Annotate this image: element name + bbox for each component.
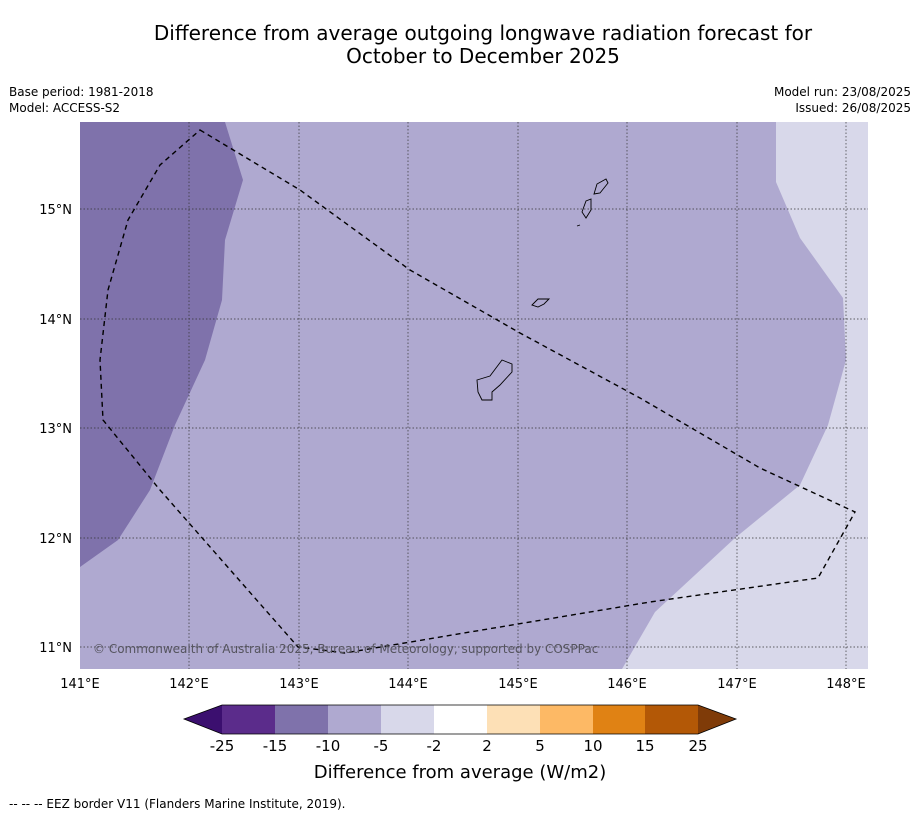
title-line-2: October to December 2025 xyxy=(346,44,620,68)
copyright-text: © Commonwealth of Australia 2025, Bureau… xyxy=(93,642,598,656)
guam-island xyxy=(476,359,513,401)
lon-tick-148e: 148°E xyxy=(826,677,866,692)
footnote: -- -- -- EEZ border V11 (Flanders Marine… xyxy=(9,797,346,811)
colorbar-tick: -2 xyxy=(427,737,442,755)
colorbar-tick: 5 xyxy=(535,737,545,755)
colorbar-tick: 2 xyxy=(482,737,492,755)
colorbar-tick: 10 xyxy=(583,737,602,755)
lat-tick-13n: 13°N xyxy=(39,422,72,437)
colorbar-segment xyxy=(381,705,434,734)
colorbar-segment xyxy=(593,705,645,734)
colorbar-tick: 25 xyxy=(688,737,707,755)
meta-right: Model run: 23/08/2025 Issued: 26/08/2025 xyxy=(774,84,911,116)
colorbar-tick: -15 xyxy=(263,737,288,755)
lon-tick-143e: 143°E xyxy=(279,677,319,692)
lat-tick-11n: 11°N xyxy=(39,641,72,656)
title-line-1: Difference from average outgoing longwav… xyxy=(153,21,813,45)
lat-axis: 15°N 14°N 13°N 12°N 11°N xyxy=(39,203,72,656)
lat-tick-12n: 12°N xyxy=(39,532,72,547)
base-period: Base period: 1981-2018 xyxy=(9,85,154,99)
map-title: Difference from average outgoing longwav… xyxy=(100,22,866,68)
fill-region-minus5-minus2 xyxy=(622,122,868,669)
map-panel: © Commonwealth of Australia 2025, Bureau… xyxy=(80,122,868,669)
colorbar-segment xyxy=(328,705,381,734)
colorbar-high-extend xyxy=(698,705,736,734)
colorbar-segment xyxy=(487,705,540,734)
colorbar-title: Difference from average (W/m2) xyxy=(314,762,606,783)
colorbar-outline xyxy=(182,704,738,735)
issued-date: Issued: 26/08/2025 xyxy=(795,101,911,115)
colorbar-ticks: -25 -15 -10 -5 -2 2 5 10 15 25 xyxy=(210,737,708,755)
tinian-island xyxy=(581,198,592,219)
lat-tick-14n: 14°N xyxy=(39,313,72,328)
lon-tick-146e: 146°E xyxy=(607,677,647,692)
lon-tick-144e: 144°E xyxy=(388,677,428,692)
aguijan-island xyxy=(576,224,581,227)
colorbar: -25 -15 -10 -5 -2 2 5 10 15 25 Differenc… xyxy=(182,704,738,783)
lon-tick-145e: 145°E xyxy=(498,677,538,692)
saipan-island xyxy=(593,178,609,195)
eez-border xyxy=(99,129,856,654)
lon-tick-142e: 142°E xyxy=(169,677,209,692)
lon-tick-141e: 141°E xyxy=(60,677,100,692)
colorbar-segment xyxy=(540,705,593,734)
lon-axis: 141°E 142°E 143°E 144°E 145°E 146°E 147°… xyxy=(60,677,866,692)
islands xyxy=(476,178,609,401)
colorbar-segment xyxy=(275,705,328,734)
colorbar-tick: 15 xyxy=(635,737,654,755)
model-name: Model: ACCESS-S2 xyxy=(9,101,121,115)
gridlines xyxy=(80,122,868,669)
lat-tick-15n: 15°N xyxy=(39,203,72,218)
colorbar-tick: -25 xyxy=(210,737,235,755)
meta-left: Base period: 1981-2018 Model: ACCESS-S2 xyxy=(9,84,154,116)
rota-island xyxy=(531,298,551,308)
colorbar-tick: -5 xyxy=(374,737,389,755)
colorbar-segment xyxy=(222,705,275,734)
colorbar-low-extend xyxy=(184,705,222,734)
lon-tick-147e: 147°E xyxy=(717,677,757,692)
fill-region-minus15-minus10 xyxy=(80,122,243,567)
colorbar-segment xyxy=(645,705,698,734)
model-run: Model run: 23/08/2025 xyxy=(773,85,911,99)
colorbar-segment xyxy=(434,705,487,734)
colorbar-tick: -10 xyxy=(316,737,341,755)
